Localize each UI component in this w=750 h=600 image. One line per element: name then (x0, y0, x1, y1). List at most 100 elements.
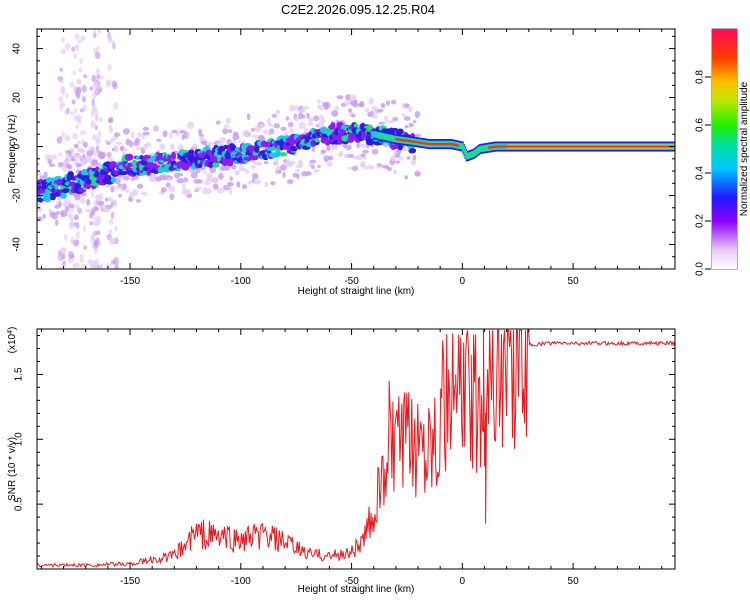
heatmap-cell (92, 134, 98, 141)
heatmap-cell (92, 263, 97, 269)
heatmap-cell (320, 149, 327, 154)
heatmap-cell (142, 126, 150, 131)
heatmap-cell (195, 186, 202, 191)
y-tick-label: 0 (12, 143, 23, 149)
heatmap-cell (298, 112, 304, 120)
heatmap-cell (463, 149, 466, 154)
heatmap-cell (68, 216, 75, 220)
heatmap-cell (119, 170, 128, 176)
heatmap-cell (409, 147, 417, 154)
heatmap-cell (289, 128, 295, 134)
heatmap-cell (175, 132, 180, 136)
heatmap-cell (77, 152, 81, 160)
heatmap-cell (344, 100, 350, 107)
heatmap-cell (169, 132, 173, 139)
heatmap-cell (298, 121, 306, 129)
heatmap-cell (141, 133, 146, 140)
heatmap-cell (83, 74, 88, 79)
heatmap-cell (81, 95, 86, 103)
heatmap-cell (74, 193, 81, 201)
heatmap-cell (89, 86, 94, 91)
heatmap-cell (47, 158, 53, 165)
heatmap-cell (60, 191, 67, 199)
heatmap-cell (347, 153, 355, 158)
heatmap-cell (323, 155, 330, 162)
heatmap-cell (49, 177, 57, 182)
heatmap-cell (81, 263, 86, 269)
heatmap-cell (105, 184, 111, 188)
heatmap-cell (82, 154, 86, 159)
y-axis-label: Frequency (Hz) (7, 115, 18, 184)
heatmap-cell (132, 188, 139, 196)
heatmap-cell (183, 177, 188, 183)
heatmap-cell (58, 201, 62, 208)
heatmap-cell (115, 146, 119, 153)
heatmap-cell (49, 154, 57, 160)
heatmap-cell (72, 262, 76, 269)
heatmap-cell (72, 132, 78, 140)
heatmap-cell (108, 126, 113, 134)
y-tick-label: 1.0 (14, 432, 25, 446)
heatmap-cell (134, 137, 141, 143)
snr-frame (36, 328, 676, 570)
heatmap-cell (141, 191, 148, 196)
heatmap-cell (242, 130, 250, 137)
heatmap-cell (401, 147, 409, 152)
x-axis-label: Height of straight line (km) (298, 584, 415, 595)
heatmap-cell (270, 181, 276, 186)
heatmap-cell (115, 141, 123, 145)
heatmap-cell (78, 118, 82, 125)
heatmap-cell (218, 145, 224, 153)
heatmap-cell (254, 146, 260, 153)
heatmap-cell (218, 172, 224, 180)
heatmap-cell (359, 143, 367, 148)
heatmap-cell (244, 168, 250, 175)
heatmap-cell (142, 131, 150, 136)
heatmap-cell (377, 163, 382, 167)
y-tick-label: -20 (12, 188, 23, 203)
heatmap-cell (205, 188, 212, 195)
heatmap-cell (286, 179, 294, 185)
x-tick-label: 50 (568, 276, 580, 287)
heatmap-cell (90, 109, 95, 117)
heatmap-cell (108, 218, 113, 225)
heatmap-cell (368, 97, 375, 105)
heatmap-cell (96, 73, 100, 80)
heatmap-cell (162, 173, 167, 181)
heatmap-cell (311, 164, 315, 169)
heatmap-cell (356, 142, 360, 149)
heatmap-cell (262, 129, 269, 134)
colorbar-tick-label: 0.6 (695, 118, 706, 132)
heatmap-cell (79, 58, 83, 65)
heatmap-cell (108, 228, 113, 235)
heatmap-cell (74, 262, 80, 269)
heatmap-cell (280, 126, 287, 131)
heatmap-cell (251, 155, 259, 161)
heatmap-cell (404, 103, 410, 108)
heatmap-cell (88, 146, 95, 151)
heatmap-cell (63, 233, 68, 241)
heatmap-cell (251, 134, 258, 138)
heatmap-cell (171, 151, 176, 160)
heatmap-cell (70, 236, 75, 245)
heatmap-cell (307, 122, 314, 127)
heatmap-cell (275, 109, 281, 115)
heatmap-cell (61, 48, 67, 55)
colorbar-tick-label: 0.2 (695, 214, 706, 228)
heatmap-cell (77, 38, 82, 44)
heatmap-cell (64, 206, 70, 212)
heatmap-cell (103, 207, 111, 213)
heatmap-cell (93, 216, 100, 222)
heatmap-cell (401, 113, 406, 117)
heatmap-cell (67, 213, 74, 218)
heatmap-cell (406, 156, 411, 160)
heatmap-cell (404, 175, 409, 180)
heatmap-cell (326, 144, 331, 151)
heatmap-cell (359, 100, 365, 108)
heatmap-cell (179, 129, 186, 134)
heatmap-cell (408, 106, 413, 113)
heatmap-cell (79, 148, 86, 154)
heatmap-cell (221, 161, 228, 167)
y-axis-multiplier: (x104) (7, 327, 19, 354)
x-tick-label: -100 (231, 276, 251, 287)
